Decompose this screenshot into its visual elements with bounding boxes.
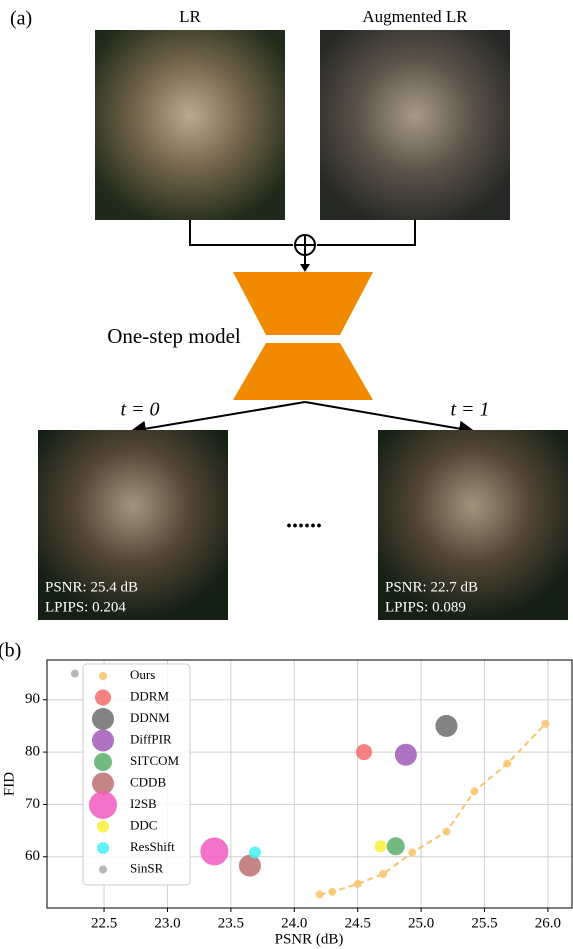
- model-label: One-step model: [107, 324, 241, 348]
- legend-marker: [92, 708, 114, 730]
- t-label: t = 0: [120, 399, 159, 421]
- y-tick-label: 70: [25, 796, 40, 812]
- legend-label: SinSR: [130, 860, 164, 875]
- legend-marker: [94, 753, 112, 771]
- legend-label: DDC: [130, 817, 157, 832]
- legend-label: I2SB: [130, 796, 157, 811]
- legend-marker: [97, 842, 109, 854]
- legend-marker: [92, 730, 114, 752]
- legend-label: DDRM: [130, 688, 169, 703]
- legend-marker: [99, 672, 107, 680]
- panel-b: (b) PSNR (dB) FID 22.5 23.0 23.5 24.0 24.5 25…: [0, 640, 572, 948]
- panel-label: (a): [10, 8, 32, 30]
- x-tick-label: 25.0: [408, 915, 434, 931]
- y-tick-label: 60: [25, 848, 40, 864]
- y-tick-label: 90: [25, 691, 40, 707]
- arrow-head: [300, 264, 310, 272]
- legend-label: Ours: [130, 667, 155, 682]
- x-tick-label: 23.5: [218, 915, 244, 931]
- ellipsis: ......: [286, 508, 322, 534]
- point: [387, 837, 405, 855]
- model-decoder: [233, 343, 373, 400]
- x-axis-label: PSNR (dB): [275, 931, 344, 947]
- x-tick-label: 24.0: [281, 915, 307, 931]
- point: [354, 880, 362, 888]
- augmented-image: [320, 30, 510, 220]
- y-axis-label: FID: [1, 772, 17, 796]
- image-title: LR: [179, 7, 201, 26]
- trend-line: [320, 724, 546, 895]
- point: [249, 847, 261, 859]
- metric: PSNR: 25.4 dB: [45, 579, 138, 595]
- panel-a: (a) LR Augmented LR One-step model t = 0…: [10, 7, 568, 620]
- x-tick-label: 22.5: [91, 915, 117, 931]
- point: [356, 744, 372, 760]
- y-tick-label: 80: [25, 744, 40, 760]
- point: [442, 828, 450, 836]
- legend-label: DDNM: [130, 710, 170, 725]
- x-tick-label: 24.5: [345, 915, 371, 931]
- legend-marker: [97, 821, 109, 833]
- point: [395, 744, 417, 766]
- x-tick-label: 26.0: [535, 915, 561, 931]
- x-tick-label: 25.5: [471, 915, 497, 931]
- point: [328, 888, 336, 896]
- x-tick-label: 23.0: [154, 915, 180, 931]
- legend-marker: [95, 690, 111, 706]
- metric: LPIPS: 0.204: [45, 599, 126, 615]
- point: [375, 840, 387, 852]
- point: [200, 837, 228, 865]
- legend-marker: [99, 866, 107, 874]
- metric: PSNR: 22.7 dB: [385, 579, 478, 595]
- point: [71, 670, 79, 678]
- lr-image: [95, 30, 285, 220]
- model-encoder: [233, 272, 373, 335]
- image-title: Augmented LR: [362, 7, 468, 26]
- legend-label: CDDB: [130, 774, 166, 789]
- point: [316, 890, 324, 898]
- point: [435, 715, 457, 737]
- legend-marker: [89, 791, 117, 819]
- legend-label: ResShift: [130, 839, 175, 854]
- arrow: [305, 402, 473, 431]
- panel-label: (b): [0, 640, 21, 662]
- point: [470, 787, 478, 795]
- legend-label: DiffPIR: [130, 731, 172, 746]
- point: [541, 720, 549, 728]
- metric: LPIPS: 0.089: [385, 599, 466, 615]
- t-label: t = 1: [450, 399, 489, 421]
- point: [503, 760, 511, 768]
- point: [379, 870, 387, 878]
- figure: (a) LR Augmented LR One-step model t = 0…: [0, 0, 573, 949]
- point: [408, 849, 416, 857]
- legend-label: SITCOM: [130, 753, 180, 768]
